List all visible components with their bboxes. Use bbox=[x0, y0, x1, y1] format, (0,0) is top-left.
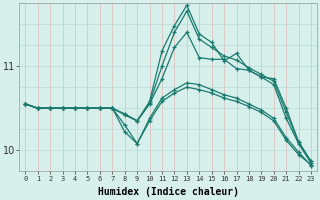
X-axis label: Humidex (Indice chaleur): Humidex (Indice chaleur) bbox=[98, 187, 239, 197]
